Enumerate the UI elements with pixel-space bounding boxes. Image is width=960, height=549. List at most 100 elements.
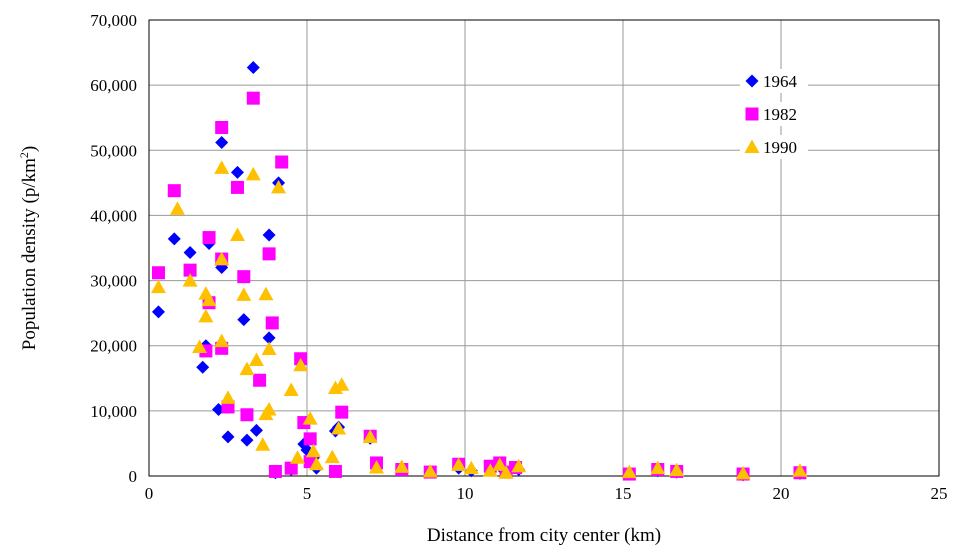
x-tick-label: 5 xyxy=(303,484,312,503)
data-point-1990 xyxy=(492,457,508,471)
data-point-1990 xyxy=(792,463,808,477)
series-1990 xyxy=(150,160,808,480)
data-point-1990 xyxy=(150,279,166,294)
legend-label-1982: 1982 xyxy=(763,105,797,124)
data-point-1990 xyxy=(669,462,685,477)
data-point-1982 xyxy=(237,270,251,284)
data-point-1990 xyxy=(305,443,321,458)
x-tick-label: 25 xyxy=(931,484,948,503)
data-point-1990 xyxy=(220,390,236,404)
data-point-1982 xyxy=(167,184,181,198)
data-point-1990 xyxy=(258,286,274,301)
data-point-1990 xyxy=(511,458,527,473)
legend-item-1990: 1990 xyxy=(740,135,808,159)
data-point-1982 xyxy=(240,408,254,422)
data-point-1990 xyxy=(362,429,378,443)
data-point-1964 xyxy=(249,423,263,437)
data-point-1990 xyxy=(650,460,666,475)
data-point-1964 xyxy=(215,135,229,149)
data-point-1990 xyxy=(236,287,252,301)
data-point-1982 xyxy=(335,405,349,419)
axis-ticks: 0 5 10 15 20 25 0 10,000 20,000 30,000 40,000 50,00… xyxy=(90,11,947,503)
y-tick-label: 40,000 xyxy=(90,206,137,225)
y-axis-label-superscript: 2 xyxy=(17,152,31,158)
y-axis-label: Population density (p/km2) xyxy=(17,146,40,350)
legend-label-1990: 1990 xyxy=(763,138,797,157)
data-point-1964 xyxy=(230,165,244,179)
y-axis-label-tail: ) xyxy=(19,146,40,152)
y-tick-label: 60,000 xyxy=(90,76,137,95)
data-point-1982 xyxy=(183,263,197,277)
data-point-1990 xyxy=(621,464,637,479)
data-point-1990 xyxy=(290,450,306,464)
data-point-1990 xyxy=(271,179,287,194)
y-tick-label: 20,000 xyxy=(90,337,137,356)
data-point-1982 xyxy=(284,461,298,475)
data-point-1982 xyxy=(265,316,279,330)
data-point-1990 xyxy=(214,251,230,266)
legend-marker-1964 xyxy=(745,74,759,88)
data-point-1982 xyxy=(215,120,229,134)
data-point-1990 xyxy=(498,465,514,479)
data-point-1982 xyxy=(262,247,276,261)
x-tick-label: 15 xyxy=(615,484,632,503)
data-point-1964 xyxy=(183,246,197,260)
data-point-1982 xyxy=(303,432,317,446)
plot-area xyxy=(148,19,940,477)
data-point-1964 xyxy=(237,313,251,327)
data-point-1990 xyxy=(422,463,438,478)
data-point-1990 xyxy=(394,459,410,473)
x-tick-label: 20 xyxy=(773,484,790,503)
data-point-1990 xyxy=(261,341,277,355)
data-point-1990 xyxy=(302,411,318,425)
data-point-1990 xyxy=(334,377,350,391)
x-tick-label: 10 xyxy=(457,484,474,503)
data-point-1990 xyxy=(198,308,214,323)
legend-label-1964: 1964 xyxy=(763,72,798,91)
data-point-1990 xyxy=(192,339,208,354)
legend-marker-1982 xyxy=(745,107,759,121)
data-point-1982 xyxy=(151,266,165,280)
legend-marker-1990 xyxy=(744,139,760,153)
data-point-1990 xyxy=(255,437,271,451)
data-point-1964 xyxy=(167,232,181,246)
data-point-1990 xyxy=(283,382,299,397)
data-point-1990 xyxy=(451,457,467,471)
data-point-1990 xyxy=(261,402,277,416)
y-tick-label: 10,000 xyxy=(90,402,137,421)
data-point-1990 xyxy=(201,292,217,307)
data-point-1982 xyxy=(202,231,216,245)
y-axis-label-main: Population density (p/km xyxy=(19,158,40,350)
data-point-1964 xyxy=(262,228,276,242)
data-point-1964 xyxy=(240,433,254,447)
data-point-1990 xyxy=(482,463,498,477)
data-point-1990 xyxy=(229,227,245,241)
legend-item-1964: 1964 xyxy=(740,69,808,93)
legend: 1964 1982 1990 xyxy=(740,69,808,159)
data-point-1990 xyxy=(324,449,340,464)
data-point-1982 xyxy=(328,464,342,478)
data-point-1990 xyxy=(169,201,185,215)
data-point-1964 xyxy=(262,331,276,345)
data-point-1964 xyxy=(196,360,210,374)
x-tick-label: 0 xyxy=(145,484,154,503)
data-point-1964 xyxy=(151,305,165,319)
data-point-1990 xyxy=(214,333,230,348)
data-point-1990 xyxy=(182,273,198,287)
data-point-1990 xyxy=(308,456,324,471)
y-tick-label: 30,000 xyxy=(90,272,137,291)
data-point-1990 xyxy=(331,420,347,435)
data-point-1990 xyxy=(245,166,261,181)
data-point-1982 xyxy=(275,155,289,169)
y-tick-label: 50,000 xyxy=(90,141,137,160)
data-points xyxy=(150,61,808,482)
x-axis-label: Distance from city center (km) xyxy=(427,525,661,546)
data-point-1990 xyxy=(239,361,255,376)
data-point-1982 xyxy=(268,464,282,478)
data-point-1982 xyxy=(253,373,267,387)
data-point-1990 xyxy=(248,352,264,367)
data-point-1990 xyxy=(735,465,751,480)
y-tick-label: 70,000 xyxy=(90,11,137,30)
y-tick-label: 0 xyxy=(129,467,138,486)
